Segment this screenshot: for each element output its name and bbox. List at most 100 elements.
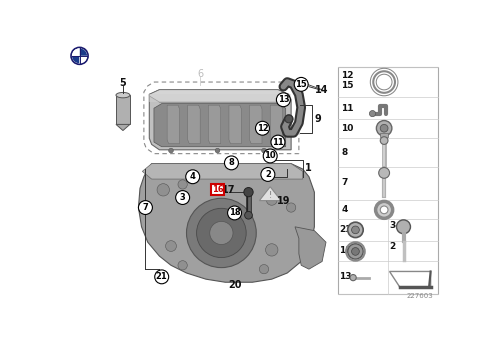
Wedge shape (80, 56, 87, 63)
Text: 13: 13 (278, 95, 289, 104)
Circle shape (396, 220, 410, 234)
Polygon shape (138, 164, 314, 282)
Circle shape (352, 226, 360, 234)
Circle shape (286, 203, 296, 212)
Wedge shape (72, 56, 80, 63)
Circle shape (380, 124, 388, 132)
Text: 20: 20 (228, 280, 241, 290)
Circle shape (138, 201, 152, 215)
Text: 11: 11 (272, 138, 284, 147)
Text: 5: 5 (120, 78, 126, 88)
Circle shape (285, 115, 292, 123)
Circle shape (157, 184, 170, 196)
Circle shape (380, 137, 388, 145)
Circle shape (186, 170, 200, 184)
Circle shape (271, 135, 285, 149)
Polygon shape (116, 124, 130, 131)
Circle shape (228, 206, 241, 220)
Circle shape (186, 198, 256, 268)
Bar (338, 66, 438, 294)
Circle shape (224, 156, 238, 170)
Polygon shape (142, 164, 303, 179)
Circle shape (266, 195, 277, 205)
Text: 16: 16 (212, 186, 224, 194)
Circle shape (378, 76, 390, 88)
Circle shape (261, 168, 275, 181)
Circle shape (260, 265, 268, 274)
Circle shape (178, 261, 188, 270)
Circle shape (178, 180, 188, 189)
Circle shape (168, 148, 173, 153)
Text: 2: 2 (265, 170, 271, 179)
Circle shape (176, 191, 190, 204)
Text: 11: 11 (342, 104, 354, 113)
Text: 9: 9 (314, 114, 321, 124)
Circle shape (266, 244, 278, 256)
Polygon shape (154, 104, 286, 147)
Polygon shape (208, 105, 221, 144)
Text: 18: 18 (228, 209, 240, 217)
Circle shape (154, 270, 168, 284)
Text: 3: 3 (390, 221, 396, 230)
Text: 13: 13 (339, 272, 351, 281)
Circle shape (350, 274, 356, 281)
Text: 1: 1 (305, 163, 312, 173)
Polygon shape (150, 90, 291, 150)
Ellipse shape (116, 92, 130, 98)
Text: 15: 15 (296, 80, 307, 89)
Text: 7: 7 (142, 203, 148, 212)
Text: 12: 12 (342, 71, 354, 80)
Circle shape (352, 247, 360, 255)
Text: 21: 21 (156, 272, 168, 281)
Text: 7: 7 (342, 178, 348, 187)
Bar (150, 94, 291, 102)
Circle shape (380, 206, 388, 214)
Circle shape (210, 222, 233, 245)
Polygon shape (270, 105, 282, 144)
Text: 18: 18 (339, 246, 351, 255)
Text: 8: 8 (228, 159, 234, 167)
Polygon shape (167, 105, 179, 144)
Bar (116, 95, 130, 124)
Text: 10: 10 (342, 124, 354, 133)
Circle shape (348, 244, 363, 259)
Circle shape (376, 201, 392, 218)
Text: 10: 10 (264, 152, 276, 160)
Circle shape (244, 188, 253, 197)
Text: 19: 19 (276, 196, 290, 205)
Text: 3: 3 (180, 193, 186, 202)
Circle shape (348, 222, 363, 238)
Text: 8: 8 (342, 148, 348, 156)
Wedge shape (72, 48, 80, 56)
Text: 4: 4 (190, 172, 196, 181)
Circle shape (196, 208, 246, 258)
Circle shape (166, 241, 176, 251)
Circle shape (215, 148, 220, 153)
Text: 6: 6 (198, 69, 203, 79)
Polygon shape (229, 105, 241, 144)
Text: !: ! (268, 191, 272, 201)
Text: 4: 4 (342, 205, 348, 214)
Polygon shape (250, 105, 262, 144)
Polygon shape (188, 105, 200, 144)
Circle shape (370, 111, 376, 117)
Text: 12: 12 (256, 124, 268, 133)
Polygon shape (260, 187, 281, 201)
Circle shape (276, 93, 290, 107)
Circle shape (376, 120, 392, 136)
Circle shape (244, 211, 252, 219)
Bar (210, 184, 224, 195)
Text: 17: 17 (222, 185, 236, 195)
Circle shape (256, 121, 270, 135)
Polygon shape (150, 90, 289, 102)
Circle shape (263, 149, 277, 163)
Circle shape (378, 168, 390, 178)
Text: 14: 14 (316, 85, 329, 95)
Polygon shape (295, 227, 326, 269)
Circle shape (294, 77, 308, 91)
Text: 227603: 227603 (406, 293, 433, 299)
Bar (380, 133, 388, 137)
Wedge shape (80, 48, 87, 56)
Text: 2: 2 (390, 242, 396, 251)
Text: 21: 21 (339, 225, 351, 234)
